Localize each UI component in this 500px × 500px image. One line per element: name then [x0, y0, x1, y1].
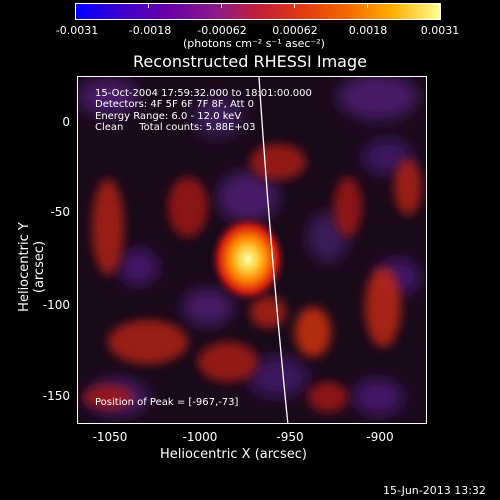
- colorbar-tick: [367, 3, 368, 8]
- solar-limb: [258, 77, 289, 423]
- y-tick-label: -150: [42, 389, 70, 403]
- info-line: Detectors: 4F 5F 6F 7F 8F, Att 0: [95, 99, 255, 110]
- info-line: 15-Oct-2004 17:59:32.000 to 18:01:00.000: [95, 88, 312, 99]
- colorbar-tick: [148, 3, 149, 8]
- x-tick-label: -1000: [182, 430, 218, 444]
- image-title: Reconstructed RHESSI Image: [133, 52, 367, 71]
- y-tick-label: 0: [62, 115, 70, 129]
- y-axis-label: Heliocentric Y (arcsec): [17, 222, 47, 312]
- colorbar-label: -0.00062: [197, 24, 247, 37]
- colorbar-tick: [221, 3, 222, 8]
- x-tick-label: -900: [366, 430, 394, 444]
- colorbar-label: 0.0031: [420, 24, 460, 37]
- peak-position: Position of Peak = [-967,-73]: [95, 397, 239, 408]
- y-tick-label: -100: [42, 298, 70, 312]
- emission-blobs: [83, 144, 422, 412]
- image-plot-area: [77, 76, 427, 424]
- colorbar-tick: [439, 3, 440, 8]
- colorbar-tick: [75, 3, 76, 8]
- colorbar-tick: [294, 3, 295, 8]
- colorbar-unit: (photons cm⁻² s⁻¹ asec⁻²): [183, 37, 325, 50]
- background-noise: [78, 77, 420, 415]
- x-tick-label: -1050: [92, 430, 128, 444]
- info-line: Energy Range: 6.0 - 12.0 keV: [95, 111, 242, 122]
- flare-source: [210, 215, 286, 303]
- rhessi-image: [78, 77, 422, 423]
- x-tick-label: -950: [276, 430, 304, 444]
- colorbar: [75, 3, 441, 20]
- colorbar-label: 0.0018: [348, 24, 388, 37]
- x-axis-label: Heliocentric X (arcsec): [160, 447, 307, 462]
- colorbar-label: -0.0031: [55, 24, 99, 37]
- colorbar-label: -0.0018: [128, 24, 172, 37]
- timestamp: 15-Jun-2013 13:32: [383, 484, 486, 497]
- y-tick-label: -50: [50, 205, 70, 219]
- info-line: Clean Total counts: 5.88E+03: [95, 122, 256, 133]
- colorbar-label: 0.00062: [272, 24, 318, 37]
